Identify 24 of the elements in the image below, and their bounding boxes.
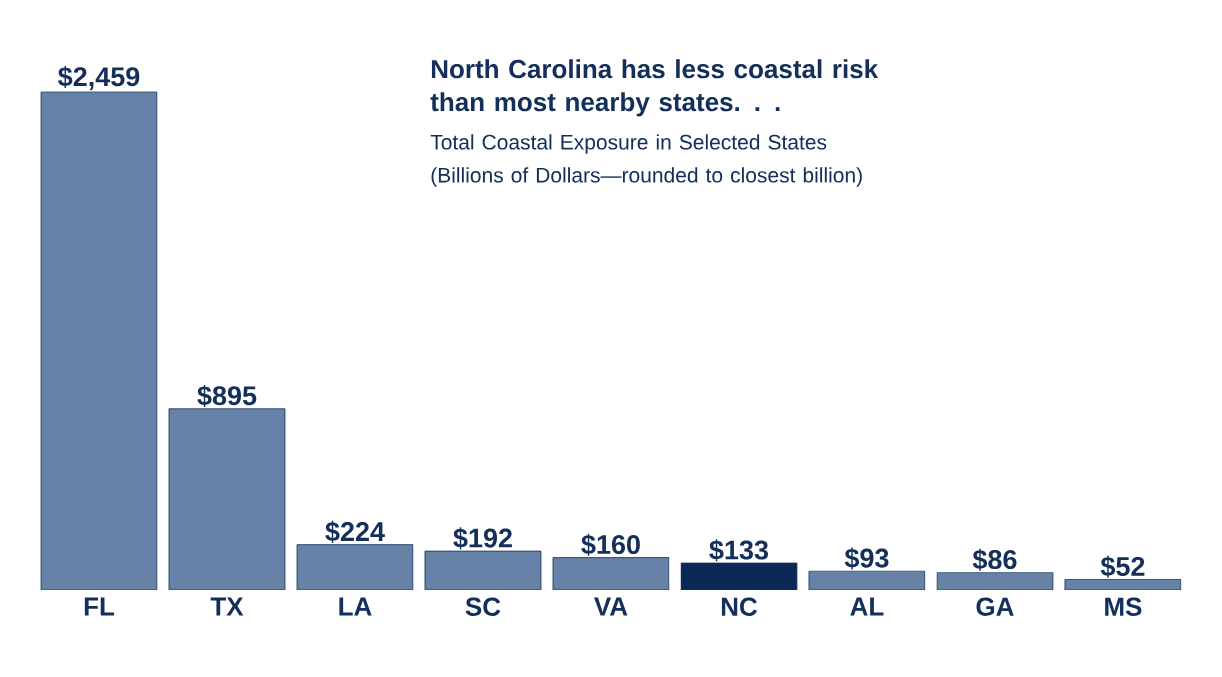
x-tick-label: LA <box>339 597 372 616</box>
x-tick-label: SC <box>465 597 501 616</box>
bar <box>552 557 670 590</box>
data-label: $93 <box>844 547 889 570</box>
bar <box>40 91 158 590</box>
x-tick-label: NC <box>721 597 758 616</box>
x-tick-label: MS <box>1105 597 1142 616</box>
x-tick-label: TX <box>210 597 244 616</box>
chart-title: North Carolina has less coastal risk than most nearby states. . . <box>430 59 879 117</box>
bar <box>936 572 1054 590</box>
bar <box>296 544 414 590</box>
data-label: $160 <box>581 533 640 556</box>
x-tick-label: GA <box>976 597 1014 616</box>
text: Total Coastal Exposure in Selected States (Billions of Dollars—rounded to closest billion) <box>430 134 862 187</box>
data-label: $192 <box>453 527 512 550</box>
data-label: $86 <box>972 548 1017 571</box>
data-label: $52 <box>1100 555 1145 578</box>
data-label: $224 <box>325 520 385 543</box>
data-label: $2,459 <box>58 65 140 91</box>
data-label: $133 <box>709 539 768 562</box>
data-label: $895 <box>197 384 257 407</box>
x-tick-label: VA <box>594 597 628 616</box>
x-tick-label: FL <box>84 597 115 616</box>
x-tick-label: AL <box>850 597 884 616</box>
